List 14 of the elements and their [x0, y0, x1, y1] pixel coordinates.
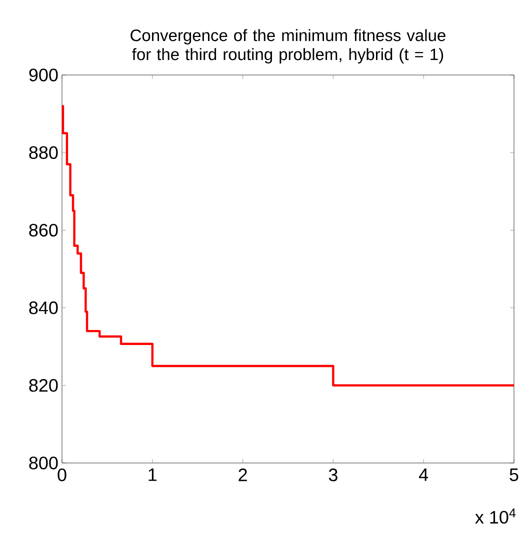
x-tick-label: 1 — [148, 468, 157, 481]
chart-title: Convergence of the minimum fitness value for the third routing problem, hybrid (t = 1) — [130, 29, 446, 64]
y-tick-label: 900 — [29, 68, 58, 82]
x-tick-label: 5 — [510, 468, 518, 482]
y-tick-label: 840 — [29, 301, 58, 314]
y-tick-label: 880 — [29, 146, 58, 159]
y-tick-label: 860 — [29, 224, 58, 237]
text: x 10$^{4}$ — [475, 508, 516, 524]
x-tick-label: 2 — [238, 468, 247, 482]
x-tick-label: 0 — [58, 468, 66, 482]
x-tick-label: 4 — [418, 468, 428, 481]
y-tick-label: 800 — [29, 456, 58, 470]
y-tick-label: 820 — [29, 379, 58, 392]
x-tick-label: 3 — [328, 468, 338, 482]
